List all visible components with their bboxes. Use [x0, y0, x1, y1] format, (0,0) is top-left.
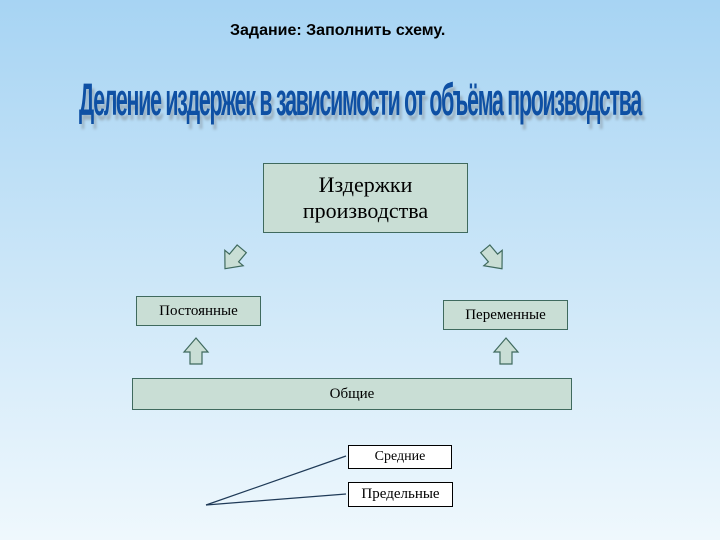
split-lines: [0, 0, 720, 540]
